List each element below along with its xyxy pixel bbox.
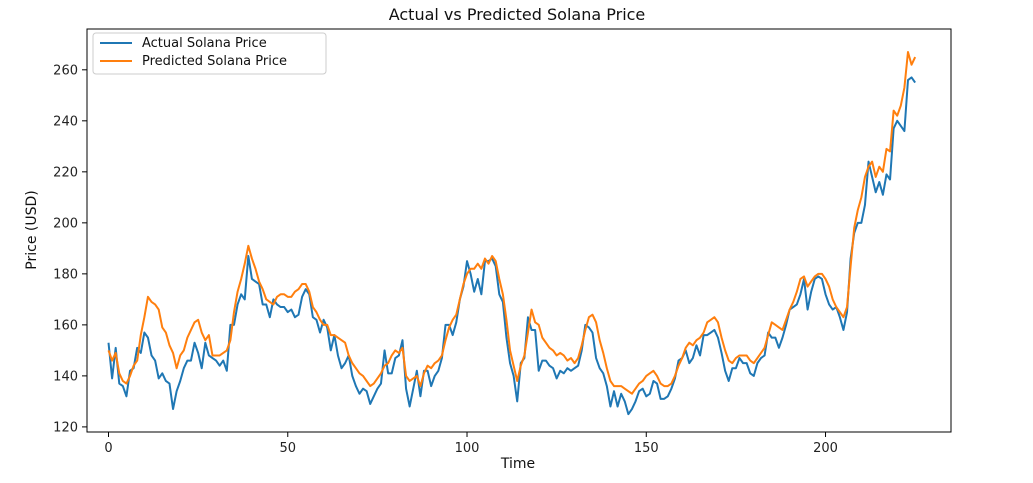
y-axis-ticks: 120 140 160 180 200 220 240 260 — [53, 63, 87, 435]
y-tick-label: 220 — [53, 165, 78, 180]
y-tick-label: 140 — [53, 369, 78, 384]
y-tick-label: 260 — [53, 63, 78, 78]
x-tick-label: 200 — [813, 441, 838, 456]
plot-frame — [86, 28, 952, 433]
y-axis-title: Price (USD) — [24, 190, 40, 269]
x-axis-ticks: 0 50 100 150 200 — [104, 432, 838, 456]
x-tick-label: 150 — [634, 441, 659, 456]
legend-label-actual: Actual Solana Price — [142, 36, 267, 51]
x-tick-label: 0 — [104, 441, 112, 456]
y-tick-label: 120 — [53, 420, 78, 435]
series-layer — [107, 50, 917, 416]
x-tick-label: 100 — [455, 441, 480, 456]
chart-title: Actual vs Predicted Solana Price — [389, 5, 646, 24]
y-tick-label: 160 — [53, 318, 78, 333]
x-axis-title: Time — [500, 456, 535, 472]
x-tick-label: 50 — [279, 441, 296, 456]
legend: Actual Solana Price Predicted Solana Pri… — [92, 32, 327, 75]
actual-price-line — [107, 76, 916, 416]
predicted-price-line — [107, 50, 917, 395]
y-tick-label: 240 — [53, 114, 78, 129]
legend-box — [92, 32, 327, 75]
y-tick-label: 200 — [53, 216, 78, 231]
y-tick-label: 180 — [53, 267, 78, 282]
legend-label-predicted: Predicted Solana Price — [142, 54, 287, 69]
